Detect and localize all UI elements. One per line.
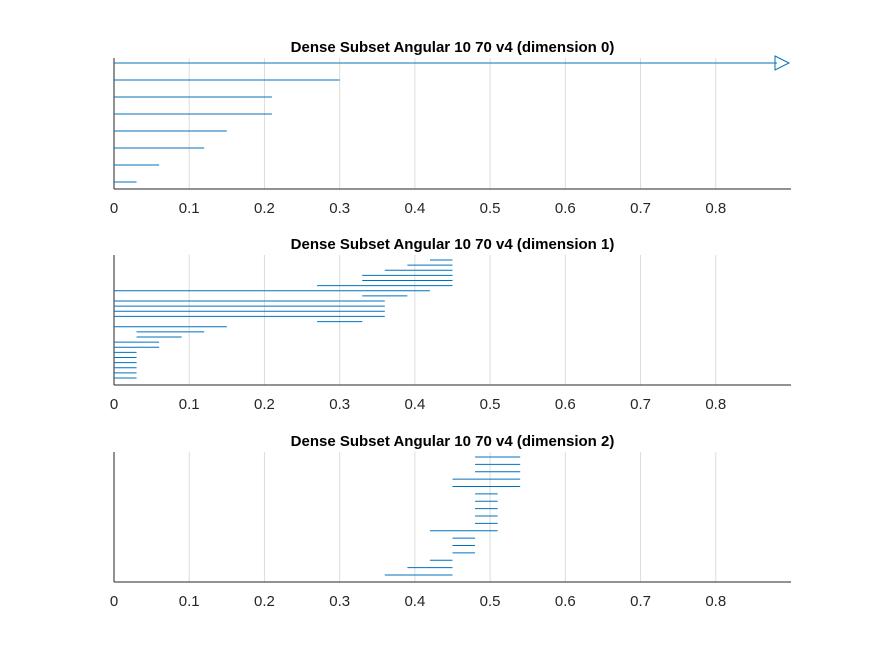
chart-title: Dense Subset Angular 10 70 v4 (dimension…	[291, 433, 615, 450]
x-tick-label: 0.6	[555, 200, 576, 217]
x-tick-label: 0.4	[404, 593, 425, 610]
x-tick-label: 0.6	[555, 396, 576, 413]
x-tick-label: 0.8	[705, 396, 726, 413]
x-tick-label: 0.1	[179, 593, 200, 610]
x-tick-label: 0.3	[329, 200, 350, 217]
x-tick-label: 0.7	[630, 396, 651, 413]
x-tick-label: 0.5	[480, 200, 501, 217]
x-tick-label: 0.1	[179, 200, 200, 217]
x-tick-label: 0.2	[254, 593, 275, 610]
x-tick-label: 0.3	[329, 396, 350, 413]
x-tick-label: 0.1	[179, 396, 200, 413]
x-tick-label: 0.5	[480, 396, 501, 413]
x-tick-label: 0.8	[705, 200, 726, 217]
chart-title: Dense Subset Angular 10 70 v4 (dimension…	[291, 236, 615, 253]
x-tick-label: 0	[110, 396, 118, 413]
x-tick-label: 0.3	[329, 593, 350, 610]
chart-panel-0: 0 0.1 0.2 0.3 0.4 0.5 0.6 0.7 0.8 Dense Subset An…	[110, 39, 791, 217]
x-tick-label: 0.7	[630, 593, 651, 610]
x-tick-label: 0.8	[705, 593, 726, 610]
chart-panel-1: 0 0.1 0.2 0.3 0.4 0.5 0.6 0.7 0.8 Dense Subset An…	[110, 236, 791, 413]
chart-title: Dense Subset Angular 10 70 v4 (dimension…	[291, 39, 615, 56]
x-tick-label: 0	[110, 593, 118, 610]
x-tick-label: 0.6	[555, 593, 576, 610]
x-tick-label: 0	[110, 200, 118, 217]
x-tick-label: 0.4	[404, 396, 425, 413]
x-tick-label: 0.7	[630, 200, 651, 217]
x-tick-label: 0.4	[404, 200, 425, 217]
x-tick-label: 0.2	[254, 200, 275, 217]
x-tick-label: 0.2	[254, 396, 275, 413]
x-tick-label: 0.5	[480, 593, 501, 610]
infinite-arrow-marker	[774, 55, 791, 71]
chart-panel-2: 0 0.1 0.2 0.3 0.4 0.5 0.6 0.7 0.8 Dense Subset An…	[110, 433, 791, 610]
